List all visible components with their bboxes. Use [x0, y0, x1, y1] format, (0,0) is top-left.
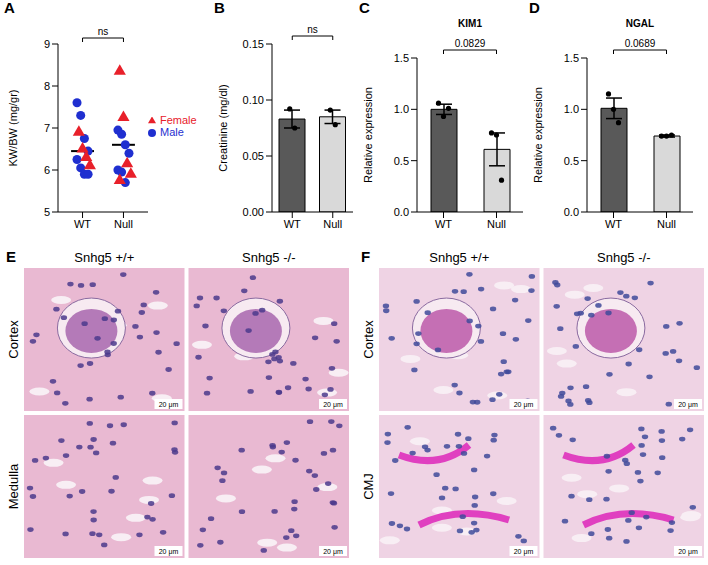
html-text:Male: Male	[160, 126, 184, 138]
svg-text:1.0: 1.0	[564, 103, 579, 115]
svg-text:Null: Null	[657, 218, 676, 230]
svg-text:20 μm: 20 μm	[678, 401, 698, 409]
svg-text:Null: Null	[487, 218, 506, 230]
html-text:Female: Female	[160, 114, 197, 126]
svg-text:Medulla: Medulla	[6, 463, 21, 509]
svg-text:1.5: 1.5	[564, 52, 579, 64]
html-text:KIM1: KIM1	[458, 18, 482, 29]
svg-text:0.5: 0.5	[564, 155, 579, 167]
svg-text:Snhg5 +/+: Snhg5 +/+	[429, 250, 489, 265]
svg-text:Null: Null	[323, 218, 342, 230]
svg-text:20 μm: 20 μm	[514, 548, 534, 556]
svg-text:20 μm: 20 μm	[159, 401, 179, 409]
svg-text:0.05: 0.05	[243, 150, 264, 162]
svg-text:KW/BW (mg/gr): KW/BW (mg/gr)	[7, 90, 19, 167]
svg-text:20 μm: 20 μm	[159, 548, 179, 556]
html-text:C: C	[359, 0, 370, 16]
svg-text:Snhg5 -/-: Snhg5 -/-	[597, 250, 650, 265]
svg-text:1.0: 1.0	[394, 103, 409, 115]
svg-text:WT: WT	[605, 218, 622, 230]
svg-text:1.5: 1.5	[394, 52, 409, 64]
svg-text:WT: WT	[284, 218, 301, 230]
svg-text:6: 6	[44, 164, 50, 176]
svg-text:Creatinine (mg/dl): Creatinine (mg/dl)	[217, 84, 229, 171]
svg-text:Relative expression: Relative expression	[362, 87, 374, 183]
html-text:NGAL: NGAL	[625, 18, 655, 29]
svg-text:20 μm: 20 μm	[514, 401, 534, 409]
svg-text:7: 7	[44, 122, 50, 134]
svg-text:0.0829: 0.0829	[455, 38, 486, 49]
svg-text:Null: Null	[114, 218, 133, 230]
svg-text:CMJ: CMJ	[361, 473, 376, 500]
svg-text:0.15: 0.15	[243, 38, 264, 50]
svg-text:0.0: 0.0	[394, 206, 409, 218]
html-text:A: A	[4, 0, 15, 16]
svg-text:9: 9	[44, 38, 50, 50]
svg-text:0.5: 0.5	[394, 155, 409, 167]
svg-text:Snhg5 -/-: Snhg5 -/-	[242, 250, 295, 265]
svg-text:20 μm: 20 μm	[323, 401, 343, 409]
html-text:D: D	[529, 0, 540, 16]
html-text:B: B	[214, 0, 225, 16]
svg-text:0.0: 0.0	[564, 206, 579, 218]
svg-text:0.0689: 0.0689	[625, 38, 656, 49]
svg-text:Cortex: Cortex	[361, 320, 376, 359]
svg-text:Snhg5 +/+: Snhg5 +/+	[74, 250, 134, 265]
svg-text:Relative expression: Relative expression	[532, 87, 544, 183]
svg-text:0.00: 0.00	[243, 206, 264, 218]
svg-text:ns: ns	[98, 26, 109, 37]
svg-text:20 μm: 20 μm	[323, 548, 343, 556]
svg-text:20 μm: 20 μm	[678, 548, 698, 556]
svg-text:E: E	[6, 248, 16, 265]
svg-text:Cortex: Cortex	[6, 320, 21, 359]
svg-text:WT: WT	[74, 218, 91, 230]
svg-text:8: 8	[44, 80, 50, 92]
svg-text:0.10: 0.10	[243, 94, 264, 106]
svg-text:WT: WT	[435, 218, 452, 230]
svg-text:ns: ns	[307, 24, 318, 35]
svg-text:5: 5	[44, 206, 50, 218]
svg-text:F: F	[361, 248, 370, 265]
